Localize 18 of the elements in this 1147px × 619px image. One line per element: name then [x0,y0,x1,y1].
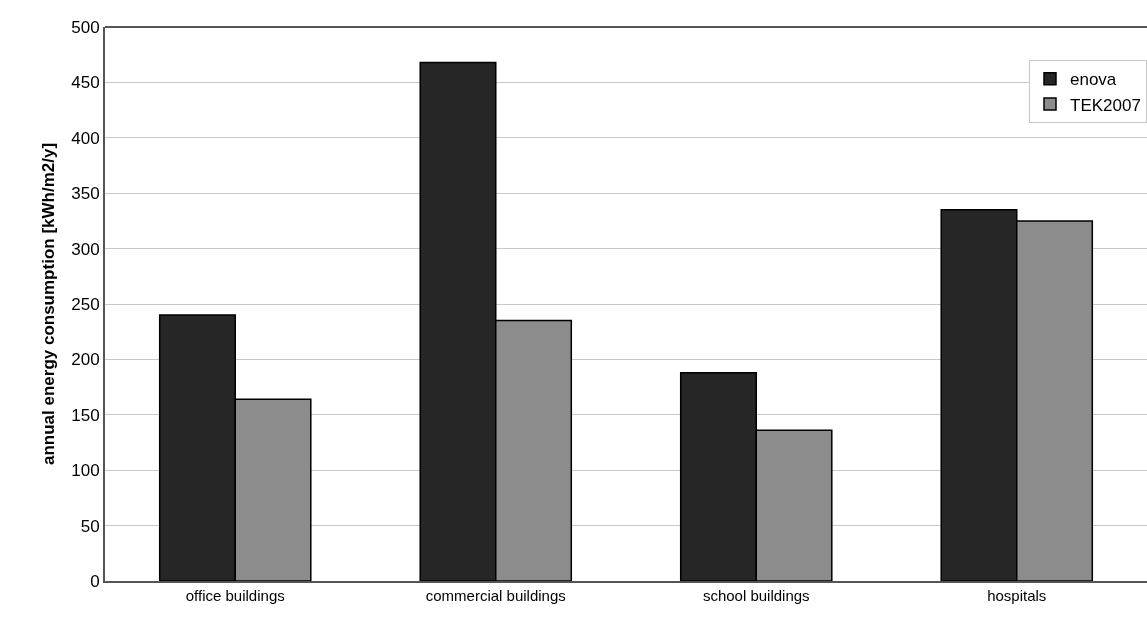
y-tick-label: 350 [71,184,100,204]
y-tick-label: 200 [71,350,100,370]
y-axis-title: annual energy consumption [kWh/m2/y] [39,142,59,466]
y-tick-label: 250 [71,294,100,314]
y-tick-label: 0 [90,571,100,591]
x-tick-label: hospitals [987,587,1047,604]
x-tick-label: school buildings [702,587,810,604]
y-tick-label: 150 [71,405,100,425]
legend-label: enova [1070,70,1117,90]
x-tick-label: commercial buildings [425,587,566,604]
y-tick-label: 450 [71,73,100,93]
legend-label: TEK2007 [1070,95,1141,115]
y-tick-label: 500 [71,17,100,37]
y-tick-label: 400 [71,128,100,148]
x-tick-label: office buildings [185,587,285,604]
y-tick-label: 50 [80,516,100,536]
y-tick-label: 300 [71,239,100,259]
y-tick-label: 100 [71,461,100,481]
